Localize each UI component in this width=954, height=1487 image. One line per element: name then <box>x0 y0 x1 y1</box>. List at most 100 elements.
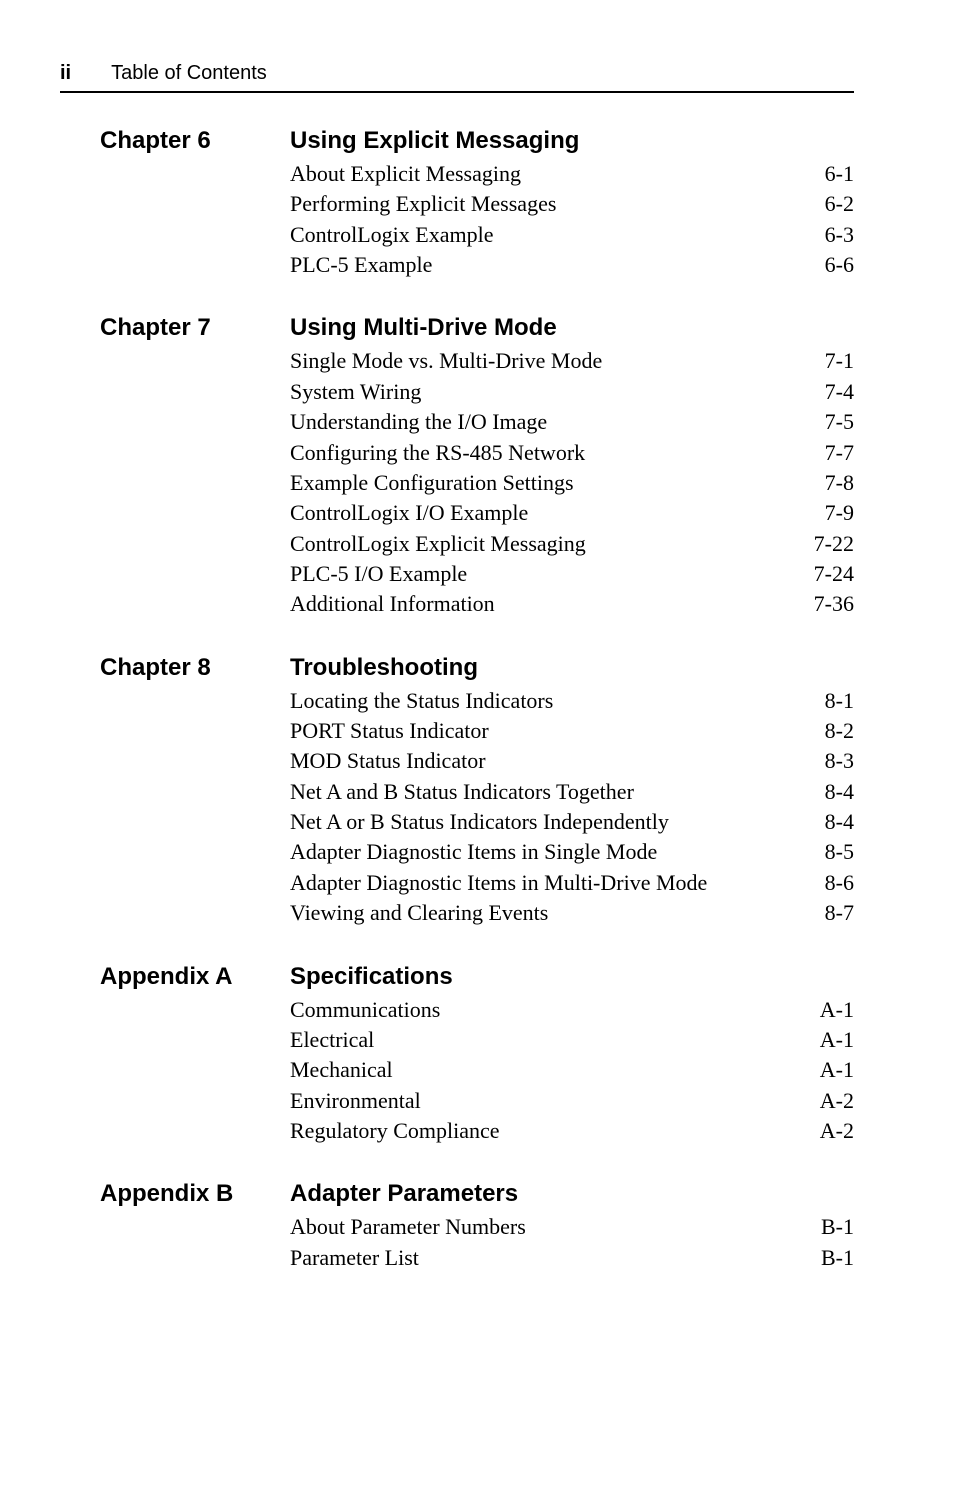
toc-entry-page: 7-24 <box>808 559 854 589</box>
toc-entry-page: 7-7 <box>819 438 854 468</box>
toc-entry-page: 7-22 <box>808 529 854 559</box>
section-body: Adapter Parameters About Parameter Number… <box>290 1180 854 1273</box>
toc-entry-page: 6-6 <box>819 250 854 280</box>
section-label: Appendix A <box>100 963 290 991</box>
section-label: Chapter 8 <box>100 654 290 682</box>
toc-entry-text: Adapter Diagnostic Items in Multi-Drive … <box>290 868 707 898</box>
toc-entry-page: 8-2 <box>819 716 854 746</box>
toc-entry: Mechanical A-1 <box>290 1055 854 1085</box>
section-title: Using Explicit Messaging <box>290 127 854 155</box>
section-title: Specifications <box>290 963 854 991</box>
toc-entry-page: 7-9 <box>819 498 854 528</box>
page: ii Table of Contents Chapter 6Using Expl… <box>0 0 954 1487</box>
section-title: Troubleshooting <box>290 654 854 682</box>
section-title: Using Multi-Drive Mode <box>290 314 854 342</box>
toc-entry-text: Parameter List <box>290 1243 419 1273</box>
toc-entry: System Wiring 7-4 <box>290 377 854 407</box>
toc-entry-text: Viewing and Clearing Events <box>290 898 548 928</box>
toc-entry-text: Mechanical <box>290 1055 393 1085</box>
toc-entry-text: About Explicit Messaging <box>290 159 521 189</box>
toc-section: Appendix ASpecifications Communications A… <box>100 963 854 1147</box>
section-title: Adapter Parameters <box>290 1180 854 1208</box>
toc-section: Chapter 8Troubleshooting Locating the Sta… <box>100 654 854 929</box>
toc-entry-page: 7-8 <box>819 468 854 498</box>
toc-entry: Communications A-1 <box>290 995 854 1025</box>
toc-entry: Adapter Diagnostic Items in Multi-Drive … <box>290 868 854 898</box>
toc-entry-text: ControlLogix Explicit Messaging <box>290 529 586 559</box>
toc-entry: Additional Information 7-36 <box>290 589 854 619</box>
toc-entry-page: B-1 <box>815 1212 854 1242</box>
toc-entry: ControlLogix I/O Example 7-9 <box>290 498 854 528</box>
toc-entry-text: Net A or B Status Indicators Independent… <box>290 807 669 837</box>
toc-entry-page: 8-7 <box>819 898 854 928</box>
toc-entry-page: 8-4 <box>819 807 854 837</box>
toc-entry-page: 8-1 <box>819 686 854 716</box>
toc-entry-page: 8-3 <box>819 746 854 776</box>
toc-entry-text: Configuring the RS-485 Network <box>290 438 585 468</box>
toc-entry-text: Single Mode vs. Multi-Drive Mode <box>290 346 602 376</box>
toc-entry-page: 7-4 <box>819 377 854 407</box>
toc-entry-text: Communications <box>290 995 440 1025</box>
toc-entry: About Parameter Numbers B-1 <box>290 1212 854 1242</box>
section-body: Using Multi-Drive Mode Single Mode vs. Mu… <box>290 314 854 619</box>
toc-entry-page: 7-36 <box>808 589 854 619</box>
toc-entry: Net A or B Status Indicators Independent… <box>290 807 854 837</box>
toc-entry: ControlLogix Example 6-3 <box>290 220 854 250</box>
toc-entry: Locating the Status Indicators 8-1 <box>290 686 854 716</box>
toc-entry-page: 6-2 <box>819 189 854 219</box>
section-body: Troubleshooting Locating the Status Indic… <box>290 654 854 929</box>
page-header: ii Table of Contents <box>60 62 854 93</box>
toc-entry-text: Net A and B Status Indicators Together <box>290 777 634 807</box>
toc-entry-page: 8-5 <box>819 837 854 867</box>
toc-entry-page: 8-4 <box>819 777 854 807</box>
page-number: ii <box>60 62 71 85</box>
toc-entry-text: PORT Status Indicator <box>290 716 489 746</box>
toc-entry-page: A-1 <box>814 1025 854 1055</box>
toc-entry: MOD Status Indicator 8-3 <box>290 746 854 776</box>
page-header-title: Table of Contents <box>111 62 267 85</box>
toc-entry-text: Locating the Status Indicators <box>290 686 553 716</box>
toc-entry: Example Configuration Settings 7-8 <box>290 468 854 498</box>
toc-entry: PORT Status Indicator 8-2 <box>290 716 854 746</box>
toc-section: Appendix BAdapter Parameters About Parame… <box>100 1180 854 1273</box>
toc-entry: Understanding the I/O Image 7-5 <box>290 407 854 437</box>
toc-entry-text: Electrical <box>290 1025 374 1055</box>
toc-entry-page: 8-6 <box>819 868 854 898</box>
toc-sections: Chapter 6Using Explicit Messaging About E… <box>100 127 854 1273</box>
toc-entry-text: Example Configuration Settings <box>290 468 574 498</box>
toc-entry-text: About Parameter Numbers <box>290 1212 526 1242</box>
toc-entry-text: System Wiring <box>290 377 421 407</box>
section-body: Using Explicit Messaging About Explicit M… <box>290 127 854 280</box>
toc-entry-text: Additional Information <box>290 589 495 619</box>
toc-entry-page: 7-1 <box>819 346 854 376</box>
toc-entry-text: ControlLogix I/O Example <box>290 498 528 528</box>
section-label: Chapter 6 <box>100 127 290 155</box>
toc-entry: Viewing and Clearing Events 8-7 <box>290 898 854 928</box>
toc-entry-text: ControlLogix Example <box>290 220 493 250</box>
section-label: Chapter 7 <box>100 314 290 342</box>
toc-entry: Electrical A-1 <box>290 1025 854 1055</box>
toc-entry-text: Adapter Diagnostic Items in Single Mode <box>290 837 657 867</box>
toc-entry-text: Environmental <box>290 1086 421 1116</box>
toc-entry: About Explicit Messaging 6-1 <box>290 159 854 189</box>
toc-entry-text: Regulatory Compliance <box>290 1116 500 1146</box>
toc-entry-page: 7-5 <box>819 407 854 437</box>
toc-entry: Parameter List B-1 <box>290 1243 854 1273</box>
toc-entry-text: PLC-5 Example <box>290 250 432 280</box>
toc-section: Chapter 7Using Multi-Drive Mode Single Mo… <box>100 314 854 619</box>
toc-entry: Configuring the RS-485 Network 7-7 <box>290 438 854 468</box>
toc-entry-text: Understanding the I/O Image <box>290 407 547 437</box>
toc-entry-page: A-2 <box>814 1116 854 1146</box>
toc-entry: Net A and B Status Indicators Together 8… <box>290 777 854 807</box>
toc-entry-text: Performing Explicit Messages <box>290 189 556 219</box>
toc-entry: Adapter Diagnostic Items in Single Mode … <box>290 837 854 867</box>
section-body: SpecificationsCommunications A-1Electric… <box>290 963 854 1147</box>
toc-entry: Single Mode vs. Multi-Drive Mode 7-1 <box>290 346 854 376</box>
toc-entry-page: 6-1 <box>819 159 854 189</box>
toc-entry: Regulatory Compliance A-2 <box>290 1116 854 1146</box>
section-label: Appendix B <box>100 1180 290 1208</box>
toc-entry-page: A-1 <box>814 995 854 1025</box>
toc-entry-page: A-1 <box>814 1055 854 1085</box>
toc-entry: ControlLogix Explicit Messaging 7-22 <box>290 529 854 559</box>
toc-entry-page: A-2 <box>814 1086 854 1116</box>
